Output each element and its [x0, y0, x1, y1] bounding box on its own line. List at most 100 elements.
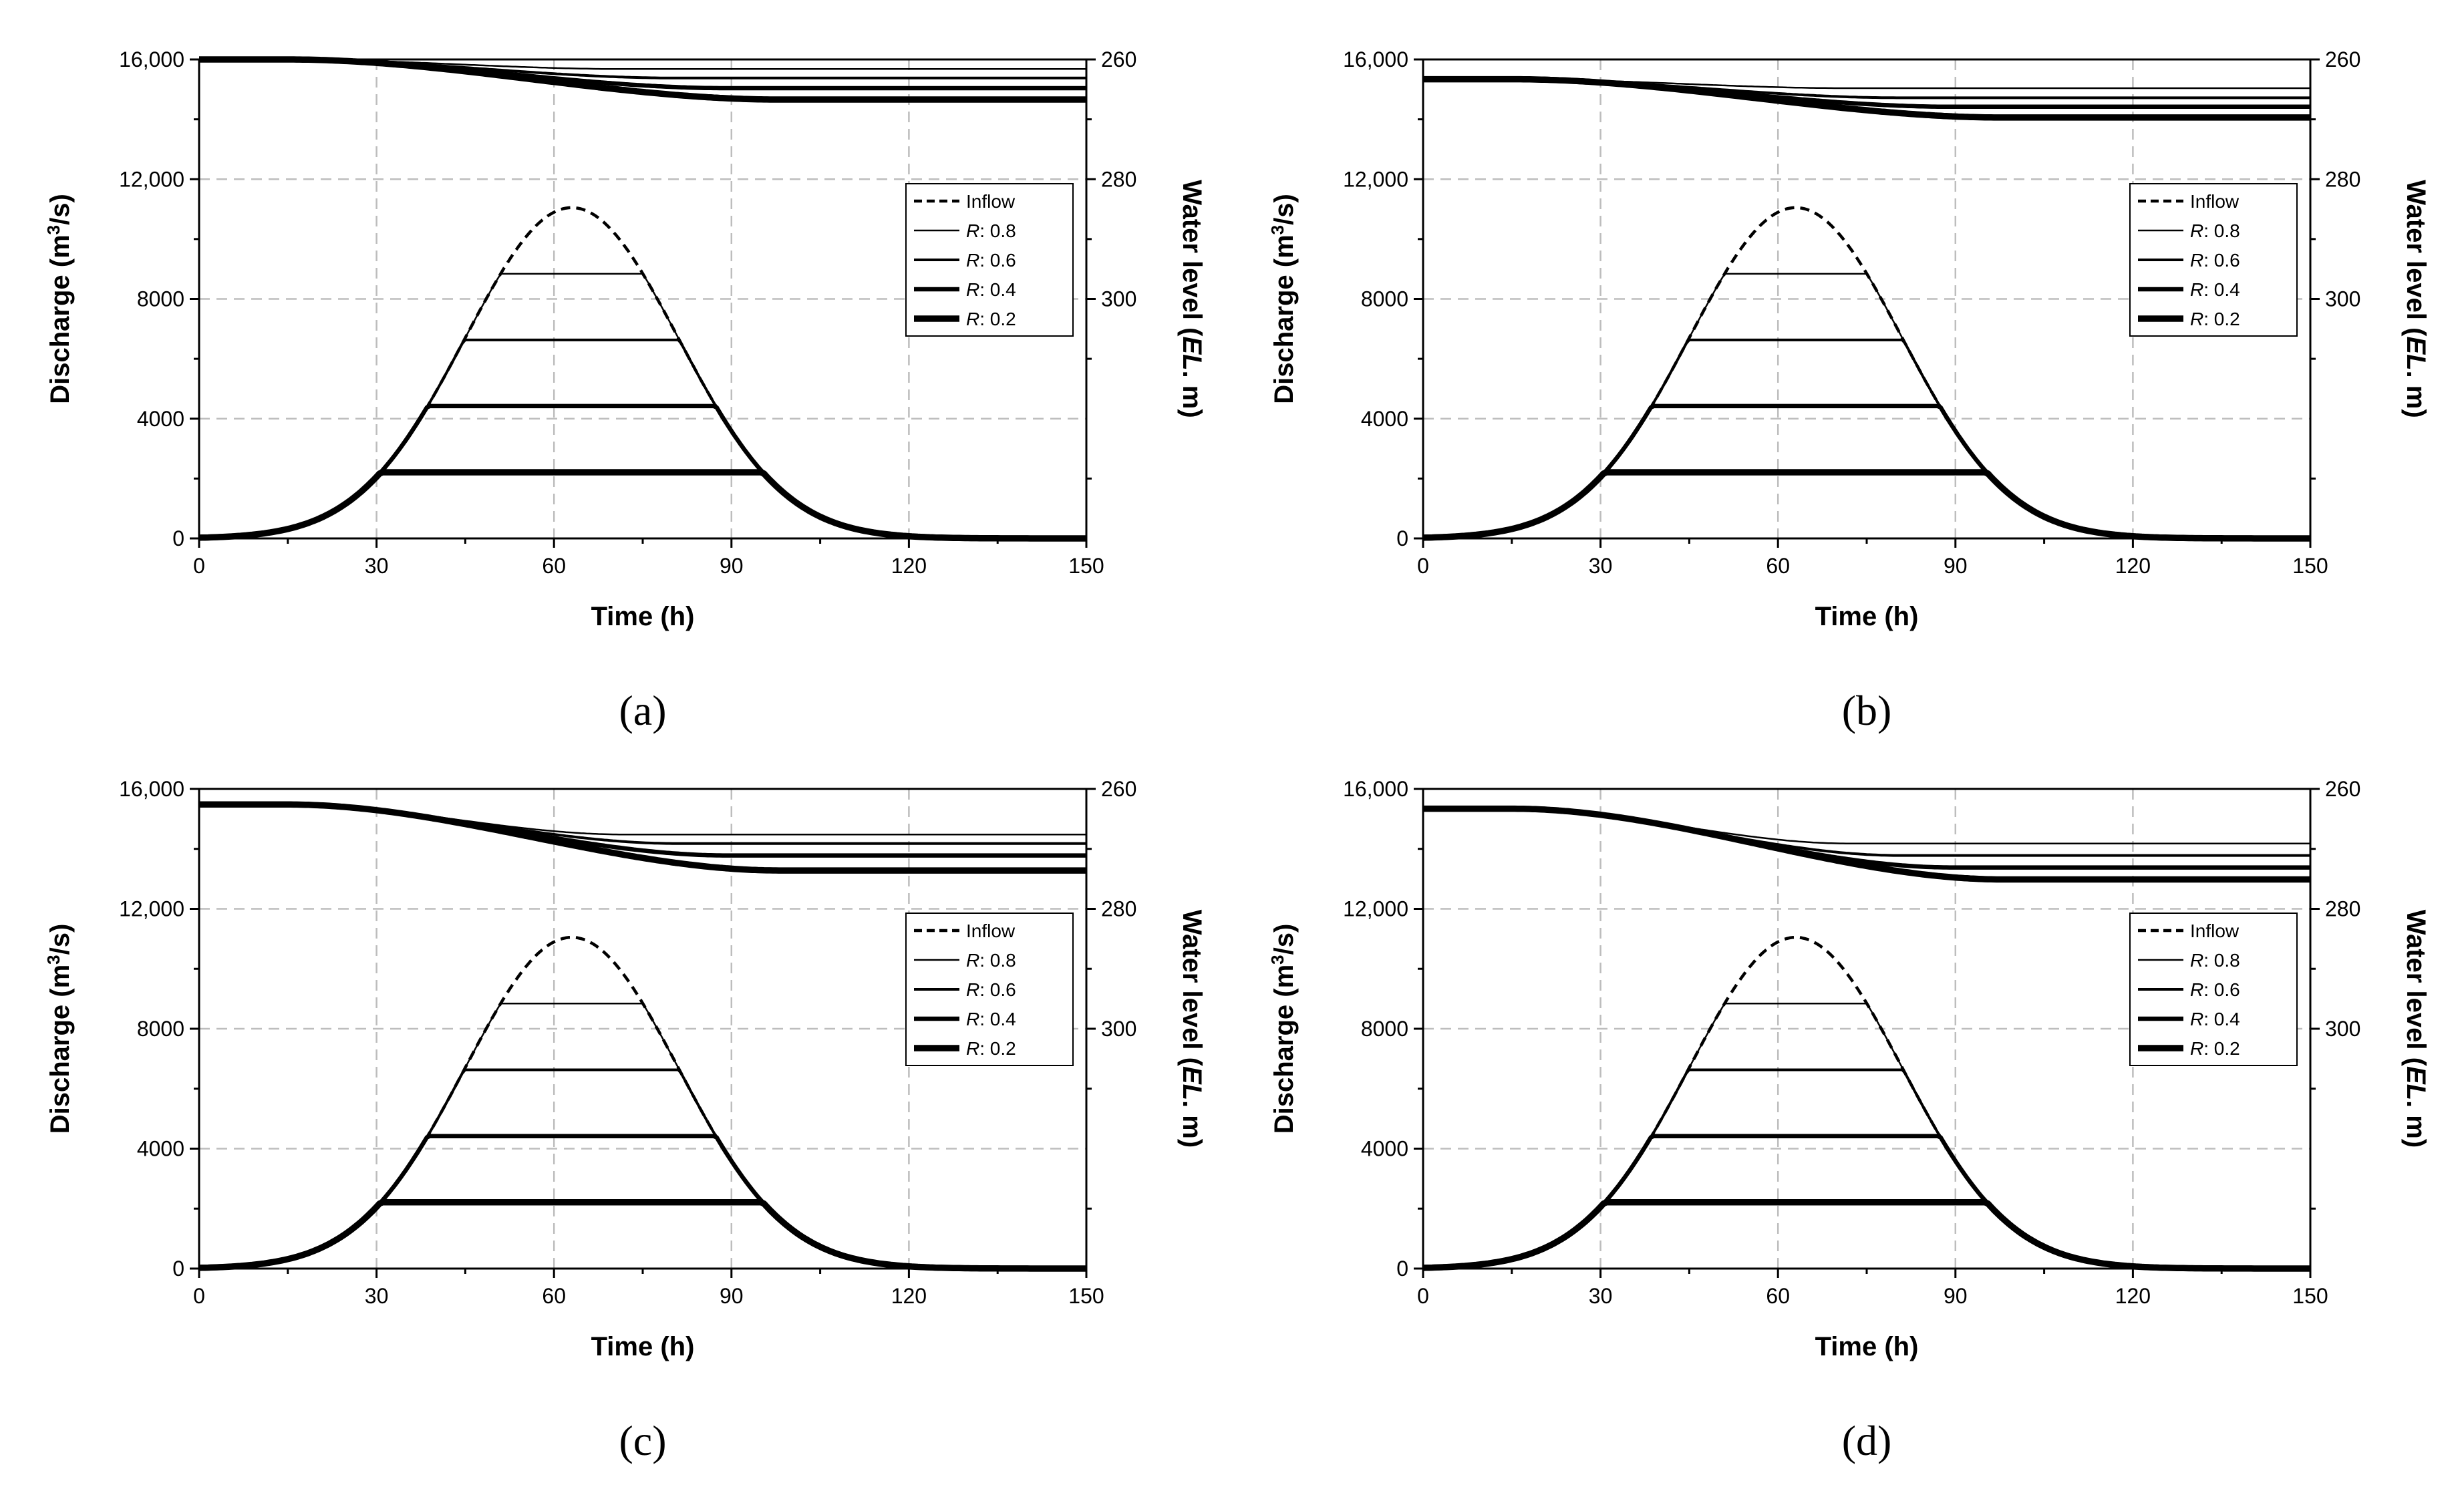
x-tick-label: 0 [1417, 1284, 1429, 1308]
legend: Inflow R: 0.8 R: 0.6 R: 0.4 R: 0.2 [2129, 913, 2298, 1066]
legend-label: Inflow [966, 191, 1016, 212]
legend: Inflow R: 0.8 R: 0.6 R: 0.4 R: 0.2 [905, 183, 1074, 337]
x-tick-label: 0 [193, 554, 205, 578]
x-tick-label: 120 [2115, 554, 2151, 578]
legend-label: Inflow [966, 921, 1016, 941]
legend-label: R: 0.4 [2190, 279, 2240, 300]
legend-label: R: 0.6 [2190, 979, 2240, 1000]
outflow-line-r02 [198, 1199, 1087, 1272]
x-tick-label: 150 [1068, 1284, 1104, 1308]
y-tick-label: 0 [1396, 1257, 1408, 1281]
water-level-line-r02 [198, 801, 1087, 874]
y-tick-label: 4000 [137, 1137, 184, 1161]
legend-label: Inflow [2190, 921, 2240, 941]
chart-panel-a: 0 30 60 90 120 150 0 4000 8000 12,000 16,000 260 280… [43, 47, 1207, 734]
x-axis-title: Time (h) [591, 1332, 695, 1361]
y-tick-label: 12,000 [1343, 167, 1408, 191]
x-tick-label: 150 [1068, 554, 1104, 578]
y-tick-label: 8000 [137, 1017, 184, 1041]
panel-label: (a) [619, 687, 666, 734]
x-tick-label: 120 [2115, 1284, 2151, 1308]
y-tick-label: 16,000 [1343, 777, 1408, 801]
y-tick-label: 12,000 [119, 897, 184, 921]
legend: Inflow R: 0.8 R: 0.6 R: 0.4 R: 0.2 [905, 913, 1074, 1066]
x-tick-label: 90 [1944, 554, 1968, 578]
legend-label: R: 0.8 [966, 220, 1016, 241]
chart-panel-d: 0 30 60 90 120 150 0 4000 8000 12,000 16,000 260 280… [1267, 777, 2431, 1464]
y-tick-label: 4000 [1361, 1137, 1408, 1161]
y2-tick-label: 280 [2325, 167, 2360, 191]
y-tick-label: 16,000 [119, 47, 184, 71]
x-tick-label: 0 [1417, 554, 1429, 578]
x-tick-label: 60 [1766, 1284, 1790, 1308]
y2-tick-label: 280 [1101, 167, 1136, 191]
y2-tick-label: 300 [2325, 1017, 2360, 1041]
water-level-line-r06 [1423, 807, 2310, 857]
y-tick-label: 4000 [1361, 407, 1408, 431]
x-tick-label: 60 [542, 554, 566, 578]
panel-label: (c) [619, 1417, 666, 1464]
x-tick-label: 0 [193, 1284, 205, 1308]
y-axis-title: Discharge (m3/s) [43, 194, 75, 404]
x-tick-label: 30 [1589, 554, 1613, 578]
x-tick-label: 90 [720, 1284, 744, 1308]
legend-label: R: 0.6 [966, 979, 1016, 1000]
outflow-line-r02 [1422, 469, 2311, 542]
y2-tick-label: 260 [2325, 47, 2360, 71]
x-axis-title: Time (h) [1815, 1332, 1919, 1361]
legend-label: R: 0.8 [2190, 220, 2240, 241]
y2-tick-label: 280 [1101, 897, 1136, 921]
y-axis-title: Discharge (m3/s) [1267, 194, 1299, 404]
chart-panel-b: 0 30 60 90 120 150 0 4000 8000 12,000 16,000 260 280… [1267, 47, 2431, 734]
x-axis-title: Time (h) [1815, 602, 1919, 631]
legend-label: R: 0.4 [2190, 1009, 2240, 1029]
x-tick-label: 90 [1944, 1284, 1968, 1308]
legend-label: R: 0.8 [966, 950, 1016, 971]
y2-tick-label: 280 [2325, 897, 2360, 921]
y2-axis-title: Water level (EL. m) [1177, 180, 1207, 418]
y2-tick-label: 260 [1101, 47, 1136, 71]
y2-tick-label: 300 [1101, 1017, 1136, 1041]
x-tick-label: 30 [365, 554, 389, 578]
legend-label: R: 0.8 [2190, 950, 2240, 971]
chart-panel-c: 0 30 60 90 120 150 0 4000 8000 12,000 16,000 260 280… [43, 777, 1207, 1464]
y2-axis-title: Water level (EL. m) [1177, 910, 1207, 1148]
legend-label: R: 0.2 [2190, 1038, 2240, 1059]
y-axis-title: Discharge (m3/s) [43, 924, 75, 1134]
water-level-line-r02 [1422, 75, 2311, 121]
y-tick-label: 8000 [1361, 1017, 1408, 1041]
outflow-line-r02 [198, 469, 1087, 542]
water-level-line-r04 [199, 57, 1086, 91]
y-tick-label: 0 [172, 526, 184, 550]
legend-label: R: 0.2 [966, 309, 1016, 329]
outflow-line-r02 [1422, 1199, 2311, 1272]
y-tick-label: 0 [172, 1257, 184, 1281]
legend-label: R: 0.4 [966, 1009, 1016, 1029]
y2-tick-label: 260 [2325, 777, 2360, 801]
water-level-line-r04 [1423, 77, 2310, 110]
water-level-line-r08 [1423, 808, 2310, 844]
y-tick-label: 8000 [137, 287, 184, 311]
water-level-line-r02 [198, 56, 1087, 103]
x-tick-label: 150 [2292, 554, 2328, 578]
water-level-line-r04 [1423, 806, 2310, 870]
y-axis-title: Discharge (m3/s) [1267, 924, 1299, 1134]
y-tick-label: 4000 [137, 407, 184, 431]
legend-label: R: 0.2 [2190, 309, 2240, 329]
x-tick-label: 90 [720, 554, 744, 578]
legend-box [905, 913, 1074, 1066]
y2-axis-title: Water level (EL. m) [2401, 180, 2431, 418]
x-tick-label: 120 [891, 554, 927, 578]
y2-tick-label: 260 [1101, 777, 1136, 801]
y-tick-label: 16,000 [119, 777, 184, 801]
x-tick-label: 60 [542, 1284, 566, 1308]
legend-box [2129, 913, 2298, 1066]
panel-label: (d) [1842, 1417, 1892, 1464]
y-tick-label: 16,000 [1343, 47, 1408, 71]
y-tick-label: 0 [1396, 526, 1408, 550]
y2-tick-label: 300 [1101, 287, 1136, 311]
x-axis-title: Time (h) [591, 602, 695, 631]
legend: Inflow R: 0.8 R: 0.6 R: 0.4 R: 0.2 [2129, 183, 2298, 337]
legend-label: Inflow [2190, 191, 2240, 212]
